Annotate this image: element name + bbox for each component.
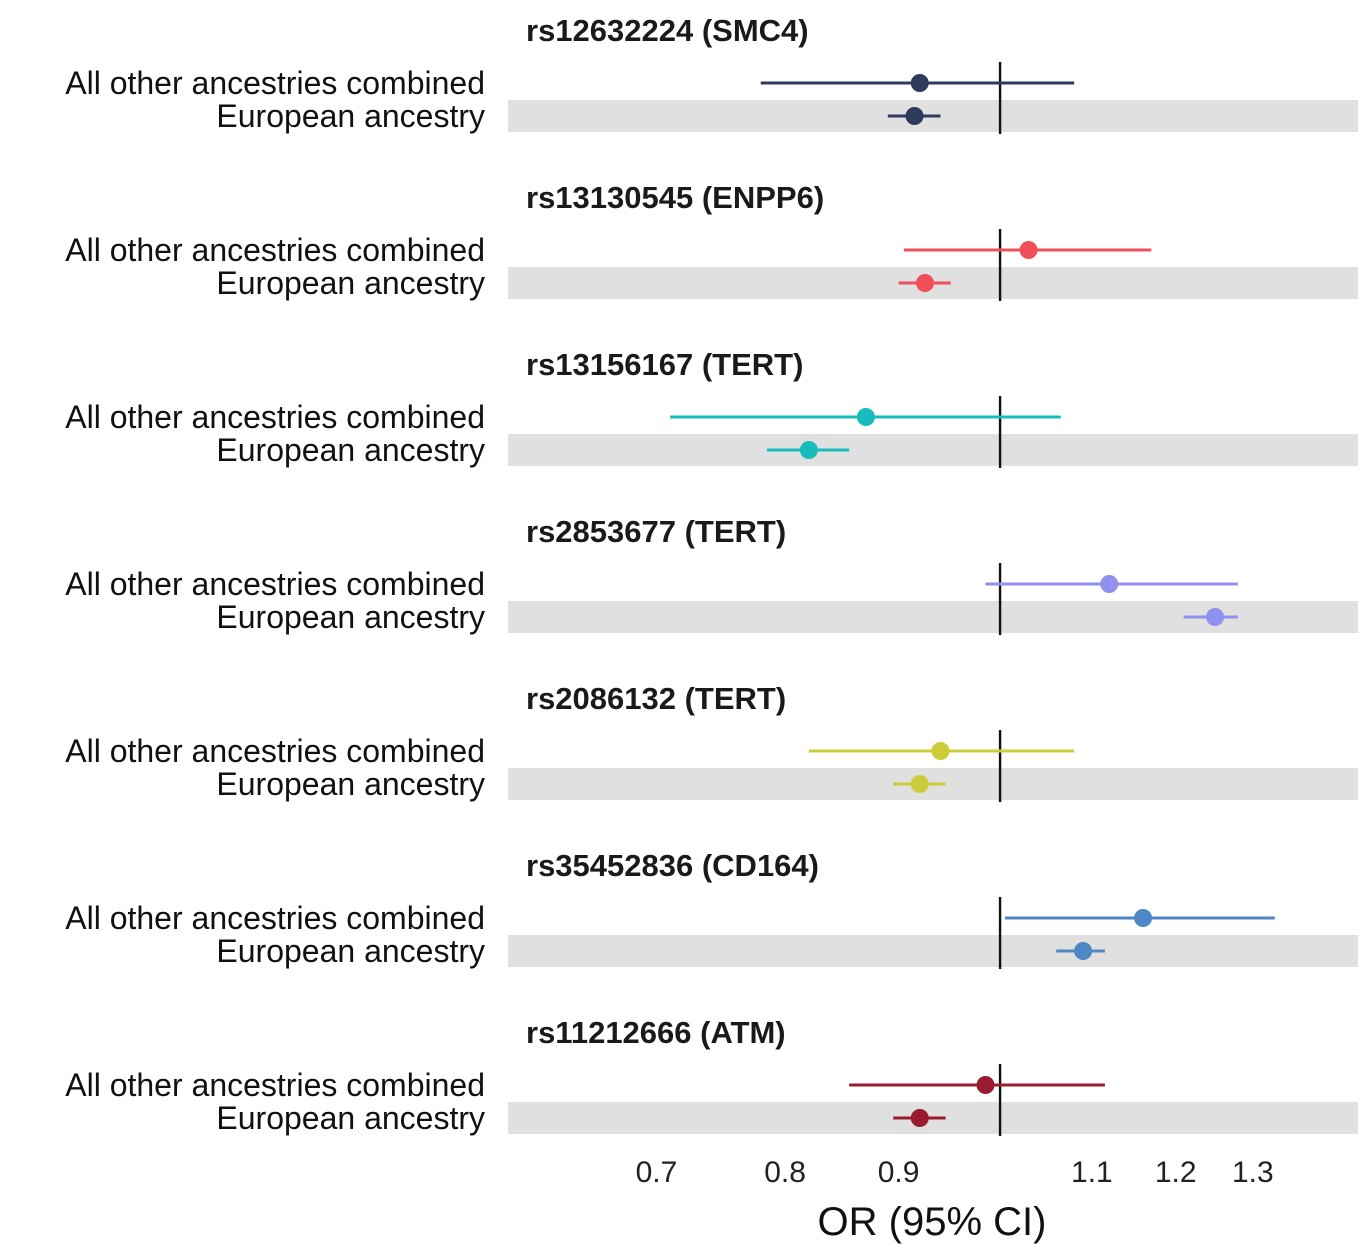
x-tick-label: 0.9	[878, 1156, 920, 1189]
panel-title: rs12632224 (SMC4)	[526, 13, 809, 48]
x-tick-label: 0.7	[636, 1156, 678, 1189]
panel-title: rs11212666 (ATM)	[526, 1015, 786, 1050]
row-label: All other ancestries combined	[65, 65, 485, 101]
panel-title: rs2853677 (TERT)	[526, 514, 786, 549]
row-label: All other ancestries combined	[65, 733, 485, 769]
panel-title: rs13130545 (ENPP6)	[526, 180, 824, 215]
x-tick-label: 0.8	[764, 1156, 806, 1189]
point-estimate	[856, 408, 875, 426]
row-band	[508, 935, 1358, 967]
row-label: European ancestry	[216, 933, 485, 969]
point-estimate	[905, 107, 924, 125]
point-estimate	[976, 1076, 995, 1094]
row-label: All other ancestries combined	[65, 900, 485, 936]
point-estimate	[931, 742, 950, 760]
row-band	[508, 434, 1358, 466]
point-estimate	[910, 1109, 929, 1127]
panel-title: rs2086132 (TERT)	[526, 681, 786, 716]
point-estimate	[1100, 575, 1119, 593]
labels: rs12632224 (SMC4) All other ancestries co…	[65, 13, 824, 1136]
point-estimate	[1074, 942, 1093, 960]
x-axis: 0.7 0.8 0.9 1.1 1.2 1.3 OR (95% CI)	[636, 1156, 1274, 1244]
row-label: European ancestry	[216, 265, 485, 301]
x-tick-label: 1.1	[1071, 1156, 1113, 1189]
row-label: European ancestry	[216, 766, 485, 802]
x-axis-title: OR (95% CI)	[818, 1200, 1047, 1244]
panel-title: rs13156167 (TERT)	[526, 347, 803, 382]
point-estimate	[910, 74, 929, 92]
panel-title: rs35452836 (CD164)	[526, 848, 819, 883]
point-estimate	[910, 775, 929, 793]
x-tick-label: 1.3	[1232, 1156, 1274, 1189]
row-label: European ancestry	[216, 432, 485, 468]
row-label: European ancestry	[216, 1100, 485, 1136]
row-label: All other ancestries combined	[65, 232, 485, 268]
row-label: All other ancestries combined	[65, 399, 485, 435]
point-estimate	[1134, 909, 1153, 927]
row-label: European ancestry	[216, 98, 485, 134]
point-estimate	[915, 274, 934, 292]
row-label: All other ancestries combined	[65, 566, 485, 602]
x-tick-label: 1.2	[1155, 1156, 1197, 1189]
point-estimate	[1019, 241, 1038, 259]
row-label: European ancestry	[216, 599, 485, 635]
point-estimate	[799, 441, 818, 459]
estimates	[670, 74, 1275, 1127]
row-label: All other ancestries combined	[65, 1067, 485, 1103]
point-estimate	[1206, 608, 1225, 626]
